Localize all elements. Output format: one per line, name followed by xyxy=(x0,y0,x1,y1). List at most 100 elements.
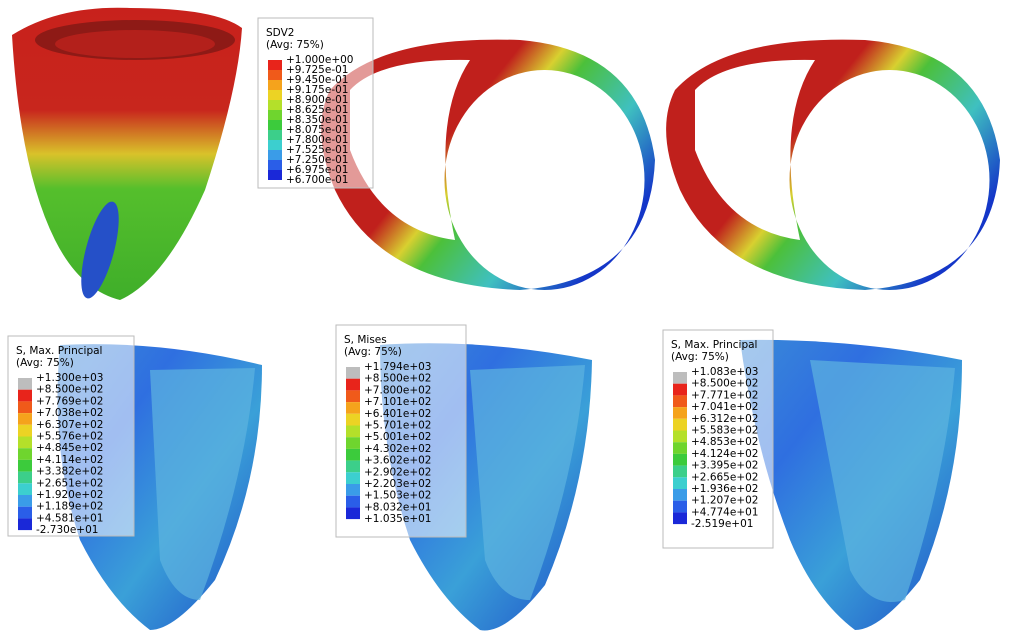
ring-model xyxy=(666,40,1000,290)
legend-label: +5.701e+02 xyxy=(364,420,431,432)
legend-swatch xyxy=(673,501,687,513)
legend-swatch xyxy=(268,130,282,140)
legend-swatch xyxy=(673,384,687,396)
legend-label: +6.312e+02 xyxy=(691,413,758,425)
legend-swatch xyxy=(18,378,32,390)
legend-label: +4.774e+01 xyxy=(691,506,758,518)
legend-swatch xyxy=(18,390,32,402)
legend-label: +8.032e+01 xyxy=(364,501,431,513)
legend-title: S, Mises xyxy=(344,334,387,346)
legend-swatch xyxy=(268,80,282,90)
legend-average: (Avg: 75%) xyxy=(671,351,729,363)
legend-swatch xyxy=(268,110,282,120)
legend-label: +5.583e+02 xyxy=(691,425,758,437)
figure: SDV2(Avg: 75%)+1.000e+00+9.725e-01+9.450… xyxy=(0,0,1033,639)
legend-label: +7.769e+02 xyxy=(36,395,103,407)
legend: SDV2(Avg: 75%)+1.000e+00+9.725e-01+9.450… xyxy=(258,18,373,188)
legend-label: +3.395e+02 xyxy=(691,460,758,472)
legend-label: +1.936e+02 xyxy=(691,483,758,495)
legend: S, Mises(Avg: 75%)+1.794e+03+8.500e+02+7… xyxy=(336,325,466,537)
legend-swatch xyxy=(673,512,687,524)
legend-label: +1.920e+02 xyxy=(36,489,103,501)
legend-label: +1.794e+03 xyxy=(364,361,431,373)
legend: S, Max. Principal(Avg: 75%) +1.300e+03+8.… xyxy=(8,336,134,536)
legend-swatch xyxy=(268,90,282,100)
legend-swatch xyxy=(673,395,687,407)
legend-swatch xyxy=(673,489,687,501)
legend-swatch xyxy=(268,160,282,170)
legend-swatch xyxy=(18,460,32,472)
legend-label: +1.300e+03 xyxy=(36,372,103,384)
legend-average: (Avg: 75%) xyxy=(16,357,74,369)
legend-label: +1.207e+02 xyxy=(691,495,758,507)
legend-label: +7.038e+02 xyxy=(36,407,103,419)
legend-swatch xyxy=(268,120,282,130)
legend-swatch xyxy=(18,413,32,425)
legend-swatch xyxy=(268,100,282,110)
legend-label: +2.902e+02 xyxy=(364,466,431,478)
legend-label: +5.576e+02 xyxy=(36,431,103,443)
legend-swatch xyxy=(346,390,360,402)
legend-swatch xyxy=(18,401,32,413)
legend-label: +2.665e+02 xyxy=(691,471,758,483)
legend-swatch xyxy=(346,461,360,473)
legend-label: +6.700e-01 xyxy=(286,174,348,186)
legend-average: (Avg: 75%) xyxy=(266,39,324,51)
legend-label: +8.500e+02 xyxy=(36,384,103,396)
legend-label: +7.101e+02 xyxy=(364,396,431,408)
legend-label: +2.203e+02 xyxy=(364,478,431,490)
legend-label: +4.114e+02 xyxy=(36,454,103,466)
legend-swatch xyxy=(673,407,687,419)
legend-label: +7.800e+02 xyxy=(364,384,431,396)
legend-title: S, Max. Principal xyxy=(671,339,757,351)
legend-title: S, Max. Principal xyxy=(16,345,102,357)
legend-label: +3.602e+02 xyxy=(364,455,431,467)
legend-swatch xyxy=(18,448,32,460)
legend-swatch xyxy=(346,414,360,426)
legend-label: +4.853e+02 xyxy=(691,436,758,448)
legend-label: +1.035e+01 xyxy=(364,513,431,525)
legend: S, Max. Principal(Avg: 75%)+1.083e+03+8.… xyxy=(663,330,773,548)
legend-swatch xyxy=(673,477,687,489)
legend-label: +4.581e+01 xyxy=(36,512,103,524)
figure-canvas: SDV2(Avg: 75%)+1.000e+00+9.725e-01+9.450… xyxy=(0,0,1033,639)
legend-label: +5.001e+02 xyxy=(364,431,431,443)
legend-label: -2.519e+01 xyxy=(691,518,753,530)
legend-swatch xyxy=(346,507,360,519)
legend-swatch xyxy=(268,140,282,150)
legend-label: +8.500e+02 xyxy=(691,378,758,390)
legend-swatch xyxy=(346,449,360,461)
legend-swatch xyxy=(673,431,687,443)
legend-swatch xyxy=(346,426,360,438)
legend-swatch xyxy=(673,454,687,466)
legend-label: +7.041e+02 xyxy=(691,401,758,413)
legend-swatch xyxy=(18,472,32,484)
legend-label: +1.189e+02 xyxy=(36,501,103,513)
legend-label: +4.845e+02 xyxy=(36,442,103,454)
legend-swatch xyxy=(346,472,360,484)
legend-swatch xyxy=(346,379,360,391)
legend-swatch xyxy=(18,425,32,437)
legend-label: +6.401e+02 xyxy=(364,408,431,420)
legend-label: +1.503e+02 xyxy=(364,490,431,502)
legend-swatch xyxy=(268,170,282,180)
legend-label: +3.382e+02 xyxy=(36,466,103,478)
legend-swatch xyxy=(346,484,360,496)
legend-label: +8.500e+02 xyxy=(364,373,431,385)
legend-swatch xyxy=(268,70,282,80)
legend-label: +4.124e+02 xyxy=(691,448,758,460)
legend-swatch xyxy=(346,367,360,379)
legend-label: +6.307e+02 xyxy=(36,419,103,431)
legend-label: +7.771e+02 xyxy=(691,389,758,401)
legend-swatch xyxy=(346,496,360,508)
legend-average: (Avg: 75%) xyxy=(344,346,402,358)
legend-label: +2.651e+02 xyxy=(36,477,103,489)
legend-swatch xyxy=(18,518,32,530)
legend-swatch xyxy=(346,437,360,449)
legend-swatch xyxy=(673,372,687,384)
heart-cavity xyxy=(55,30,215,58)
legend-label: -2.730e+01 xyxy=(36,524,98,536)
legend-swatch xyxy=(18,507,32,519)
legend-swatch xyxy=(18,437,32,449)
legend-label: +4.302e+02 xyxy=(364,443,431,455)
